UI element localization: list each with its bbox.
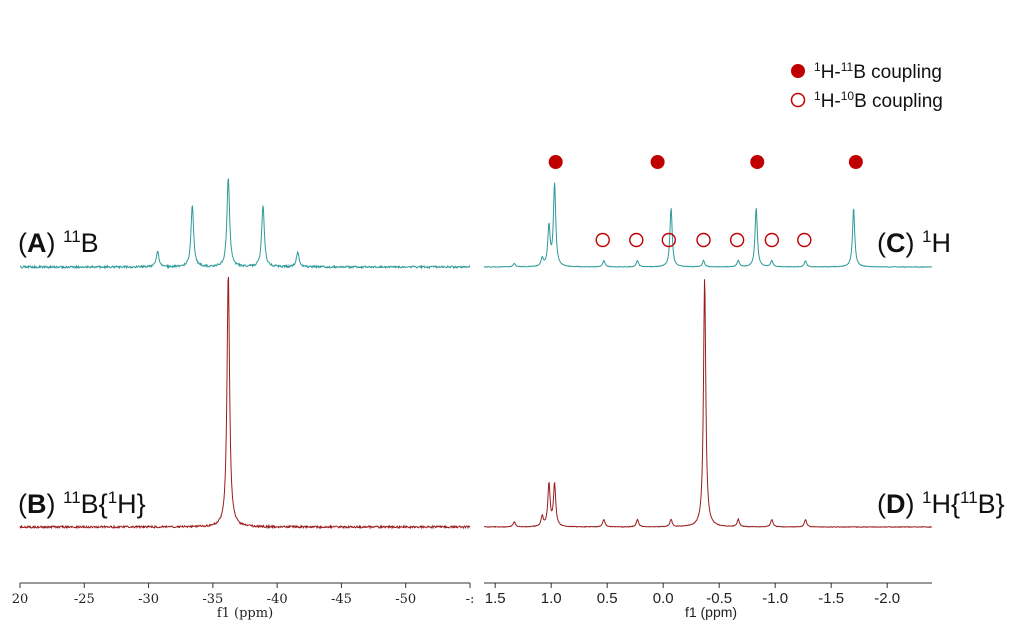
x-tick-label: 0.0 (653, 590, 674, 607)
h-b10-coupling-marker (661, 232, 676, 248)
x-tick-label: -45 (331, 592, 352, 607)
spectrum-d (483, 279, 933, 528)
h-b11-coupling-marker (548, 155, 563, 169)
panel-label-d: (D) 1H{11B} (877, 488, 1005, 519)
h-b10-coupling-marker (729, 232, 745, 248)
h-b10-coupling-marker (797, 232, 812, 248)
panel-label-c: (C) 1H (877, 227, 951, 258)
x-tick-label: -35 (202, 592, 223, 607)
spectra (19, 177, 933, 530)
spectrum-a (20, 177, 471, 270)
x-tick-label: -25 (74, 592, 95, 607)
coupling-markers (548, 155, 863, 248)
spectrum-b (19, 276, 471, 530)
x-tick-label: -2.0 (874, 590, 900, 607)
h-b10-coupling-marker (696, 232, 711, 248)
x-tick-label: -: (466, 592, 475, 607)
x-axis-label-right: f1 (ppm) (685, 604, 737, 620)
x-tick-label: -50 (395, 592, 416, 607)
x-tick-label: -1.0 (762, 590, 788, 607)
panel-label-b: (B) 11B{1H} (18, 488, 146, 519)
x-tick-label: -40 (267, 592, 288, 607)
h-b10-coupling-marker (595, 232, 610, 248)
h-b11-coupling-marker (650, 155, 665, 169)
x-tick-label: 20 (12, 592, 29, 607)
x-axis-label-left: f1 (ppm) (217, 606, 273, 621)
filled-circle-icon (791, 64, 805, 78)
legend-filled-label: 1H-11B coupling (814, 60, 942, 83)
legend-open-label: 1H-10B coupling (814, 89, 943, 112)
open-circle-icon (790, 92, 806, 108)
x-tick-label: 1.0 (541, 590, 562, 607)
x-tick-label: -0.5 (706, 590, 732, 607)
x-axis-left: 20 -25 -30 -35 -40 -45 -50 -: (12, 582, 475, 607)
spectrum-c (483, 182, 933, 268)
legend: 1H-11B coupling 1H-10B coupling (790, 60, 943, 112)
x-tick-label: 0.5 (597, 590, 618, 607)
h-b10-coupling-marker (764, 232, 780, 248)
x-tick-label: 1.5 (485, 590, 506, 607)
x-tick-label: -30 (138, 592, 159, 607)
h-b11-coupling-marker (750, 155, 765, 169)
panel-label-a: (A) 11B (18, 227, 99, 258)
x-axis-right: 1.5 1.0 0.5 0.0 -0.5 -1.0 -1.5 -2.0 (484, 582, 932, 607)
h-b10-coupling-marker (629, 232, 644, 248)
x-tick-label: -1.5 (818, 590, 844, 607)
h-b11-coupling-marker (848, 155, 863, 169)
